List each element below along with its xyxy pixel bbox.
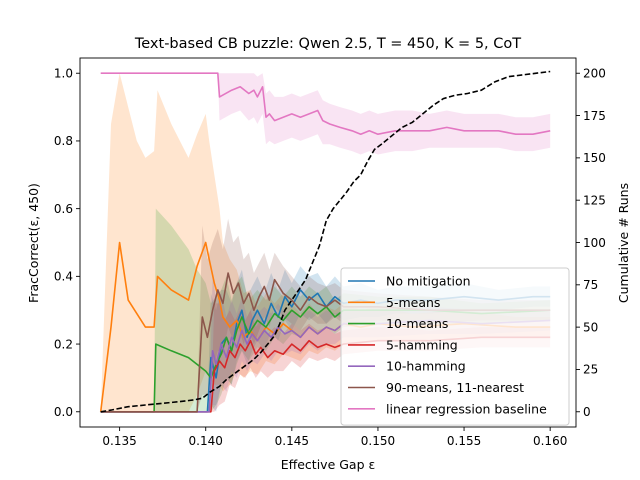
y-tick-label: 0.6: [54, 202, 73, 216]
y2-axis-label: Cumulative # Runs: [616, 183, 631, 303]
chart-title: Text-based CB puzzle: Qwen 2.5, T = 450,…: [134, 36, 521, 52]
x-tick-label: 0.135: [102, 434, 136, 448]
legend-entry: 5-hamming: [386, 337, 458, 352]
legend-entry: 90-means, 11-nearest: [386, 380, 524, 395]
y2-tick-label: 0: [583, 405, 591, 419]
line-linear-regression-baseline: [100, 72, 551, 135]
x-tick-label: 0.140: [189, 434, 223, 448]
y-tick-label: 0.8: [54, 134, 73, 148]
x-tick-label: 0.150: [361, 434, 395, 448]
y2-axis-ticks: 0 25 50 75 100 125 150 175 200: [576, 67, 606, 419]
x-tick-label: 0.155: [447, 434, 481, 448]
x-tick-label: 0.160: [533, 434, 567, 448]
x-axis-ticks: 0.135 0.140 0.145 0.150 0.155 0.160: [102, 427, 567, 448]
y-axis-ticks: 0.0 0.2 0.4 0.6 0.8 1.0: [54, 67, 80, 419]
line-10-means: [100, 305, 551, 413]
y2-tick-label: 100: [583, 236, 606, 250]
y-tick-label: 0.4: [54, 270, 73, 284]
x-tick-label: 0.145: [275, 434, 309, 448]
line-cumulative-runs: [100, 70, 551, 413]
y-axis-label: FracCorrect(ε, 450): [26, 183, 41, 303]
y2-tick-label: 175: [583, 109, 606, 123]
y2-tick-label: 50: [583, 320, 598, 334]
y2-tick-label: 25: [583, 363, 598, 377]
x-axis-label: Effective Gap ε: [281, 457, 376, 472]
legend-box: [340, 267, 570, 426]
cumulative-runs-line: [100, 70, 551, 413]
legend-entry: linear regression baseline: [386, 401, 547, 416]
legend: No mitigation 5-means 10-means 5-hamming 10-…: [340, 267, 570, 426]
legend-entry: 5-means: [386, 295, 440, 310]
y2-tick-label: 200: [583, 67, 606, 81]
legend-entry: 10-means: [386, 316, 448, 331]
y2-tick-label: 75: [583, 278, 598, 292]
band-10-means: [100, 208, 551, 412]
y-tick-label: 0.2: [54, 337, 73, 351]
band-linear-regression-baseline: [100, 73, 551, 155]
y2-tick-label: 125: [583, 193, 606, 207]
legend-entry: 10-hamming: [386, 359, 466, 374]
y2-tick-label: 150: [583, 151, 606, 165]
line-90-means-11-nearest: [100, 272, 551, 413]
y-tick-label: 0.0: [54, 405, 73, 419]
y-tick-label: 1.0: [54, 67, 73, 81]
legend-entry: No mitigation: [386, 274, 471, 289]
